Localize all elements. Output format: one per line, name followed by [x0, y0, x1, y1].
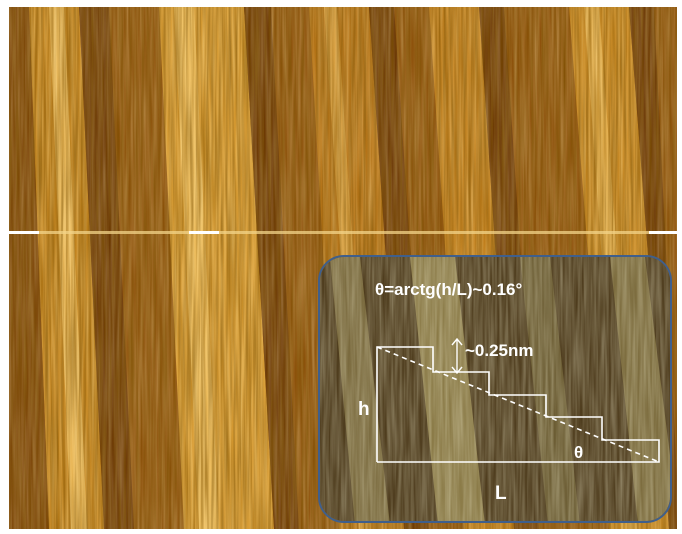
step-height-arrow	[451, 337, 463, 375]
formula-label: θ=arctg(h/L)~0.16°	[375, 280, 523, 299]
staircase-diagram	[376, 346, 660, 463]
step-height-label: ~0.25nm	[465, 341, 534, 360]
step-geometry-inset: θ=arctg(h/L)~0.16° ~0.25nm h L θ	[318, 255, 672, 523]
length-label: L	[495, 483, 507, 504]
inset-scan-texture	[320, 257, 670, 521]
angle-label: θ	[574, 443, 583, 462]
slope-line	[376, 346, 660, 463]
staircase-outline	[376, 346, 660, 463]
height-label: h	[358, 399, 370, 420]
inset-svg: θ=arctg(h/L)~0.16° ~0.25nm h L θ	[320, 257, 670, 521]
scan-glitch-line	[9, 231, 677, 234]
